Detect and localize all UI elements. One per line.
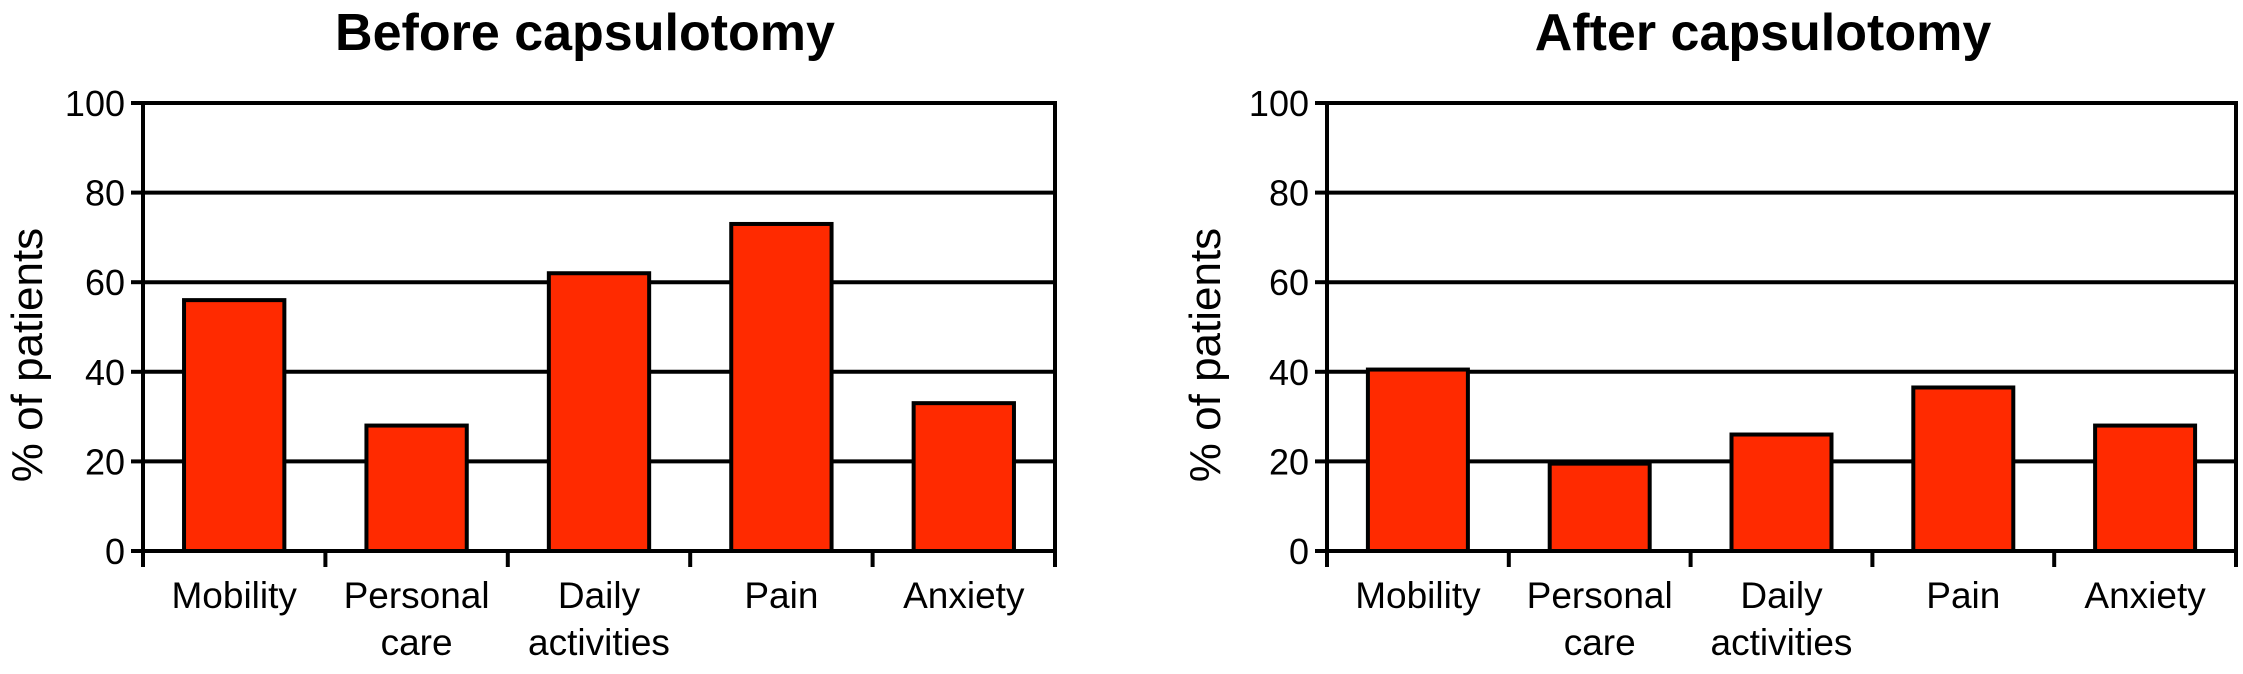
y-tick-label: 0 xyxy=(1289,531,1309,572)
x-tick-label: Anxiety xyxy=(2084,575,2206,616)
bar-mobility xyxy=(1365,367,1470,553)
bar-anxiety xyxy=(911,401,1016,553)
x-tick-label: care xyxy=(1564,622,1636,663)
x-tick-label: Mobility xyxy=(171,575,297,616)
chart-before-capsulotomy: Before capsulotomy % of patients 0 20 40 60… xyxy=(3,4,1057,663)
y-tick-label: 80 xyxy=(1269,173,1309,214)
bar-mobility xyxy=(182,298,287,553)
x-tick-label: Daily xyxy=(558,575,641,616)
y-tick-label: 80 xyxy=(85,173,125,214)
chart-after-capsulotomy: After capsulotomy % of patients 0 20 40 60 8… xyxy=(1181,4,2238,663)
x-tick-label: Pain xyxy=(744,575,818,616)
y-tick-label: 40 xyxy=(85,352,125,393)
bar-personal-care xyxy=(364,423,469,553)
x-tick-label: Mobility xyxy=(1355,575,1481,616)
x-tick-label: care xyxy=(381,622,453,663)
bar-personal-care xyxy=(1547,461,1652,554)
x-tick-label: Personal xyxy=(1527,575,1673,616)
x-tick-label: activities xyxy=(1711,622,1853,663)
y-axis-label: % of patients xyxy=(1181,228,1230,482)
x-tick-label: Pain xyxy=(1926,575,2000,616)
y-tick-label: 100 xyxy=(65,83,125,124)
bar-daily-activities xyxy=(1729,432,1834,553)
bar-anxiety xyxy=(2093,423,2198,553)
y-tick-label: 60 xyxy=(85,262,125,303)
x-tick-label: activities xyxy=(528,622,670,663)
bar-daily-activities xyxy=(546,271,652,553)
y-tick-label: 100 xyxy=(1249,83,1309,124)
y-axis-label: % of patients xyxy=(3,228,52,482)
chart-title: After capsulotomy xyxy=(1535,4,1992,62)
y-tick-label: 20 xyxy=(85,441,125,482)
chart-title: Before capsulotomy xyxy=(335,4,835,62)
y-tick-label: 60 xyxy=(1269,262,1309,303)
y-tick-label: 0 xyxy=(105,531,125,572)
x-tick-label: Anxiety xyxy=(903,575,1025,616)
y-tick-label: 20 xyxy=(1269,441,1309,482)
bar-pain xyxy=(729,221,834,554)
bar-pain xyxy=(1911,385,2016,554)
x-tick-label: Personal xyxy=(344,575,490,616)
y-tick-label: 40 xyxy=(1269,352,1309,393)
x-tick-label: Daily xyxy=(1740,575,1823,616)
